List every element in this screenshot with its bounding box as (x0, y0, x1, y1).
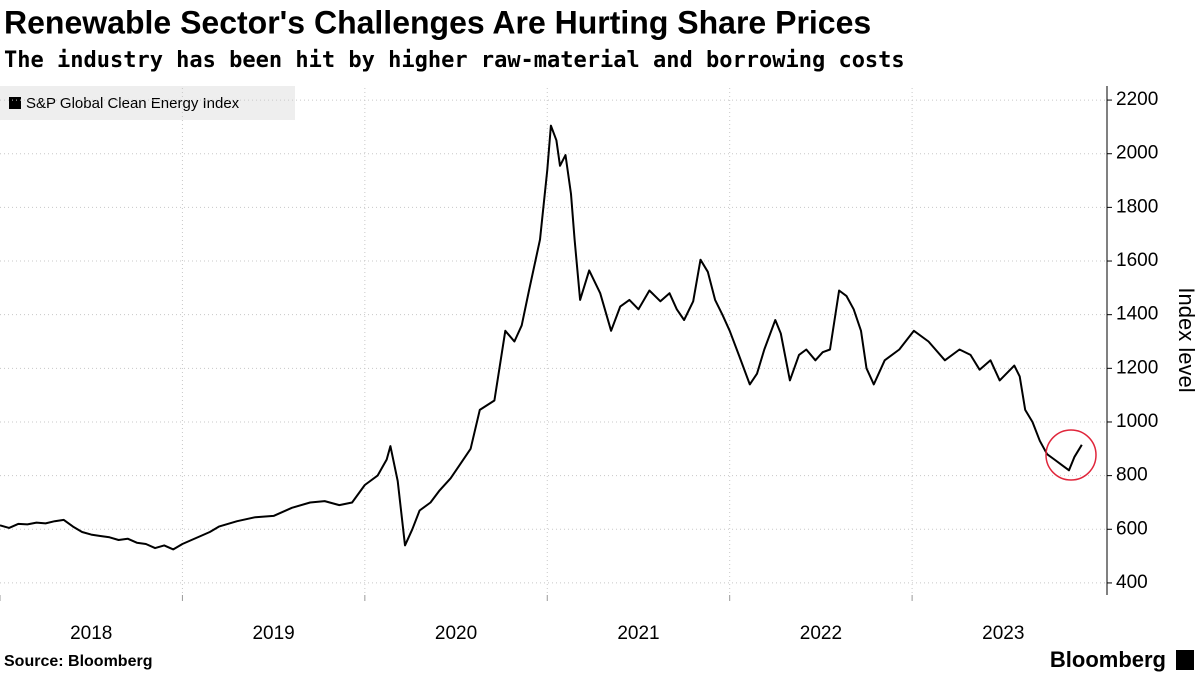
source: Source: Bloomberg (4, 653, 152, 670)
y-tick-label: 2200 (1116, 89, 1158, 110)
chart-subtitle: The industry has been hit by higher raw-… (4, 48, 905, 73)
y-tick-label: 600 (1116, 518, 1148, 539)
x-tick-label: 2019 (252, 623, 294, 644)
legend-label: S&P Global Clean Energy Index (26, 95, 240, 112)
x-tick-label: 2020 (435, 623, 477, 644)
x-tick-label: 2022 (800, 623, 842, 644)
y-tick-label: 1000 (1116, 411, 1158, 432)
x-tick-label: 2021 (617, 623, 659, 644)
y-tick-label: 2000 (1116, 143, 1158, 164)
y-tick-label: 800 (1116, 465, 1148, 486)
legend-swatch (9, 97, 21, 109)
chart-title: Renewable Sector's Challenges Are Hurtin… (4, 4, 871, 40)
y-axis-label: Index level (1174, 287, 1199, 392)
y-tick-label: 1200 (1116, 357, 1158, 378)
y-tick-label: 1400 (1116, 304, 1158, 325)
y-tick-label: 1800 (1116, 196, 1158, 217)
highlight-circle (1045, 429, 1097, 481)
y-tick-label: 1600 (1116, 250, 1158, 271)
x-tick-label: 2018 (70, 623, 112, 644)
x-tick-label: 2023 (982, 623, 1024, 644)
brand: Bloomberg (1050, 647, 1166, 672)
brand-icon (1176, 650, 1194, 670)
legend-box (0, 86, 295, 120)
y-tick-label: 400 (1116, 572, 1148, 593)
line-series (0, 124, 1083, 551)
